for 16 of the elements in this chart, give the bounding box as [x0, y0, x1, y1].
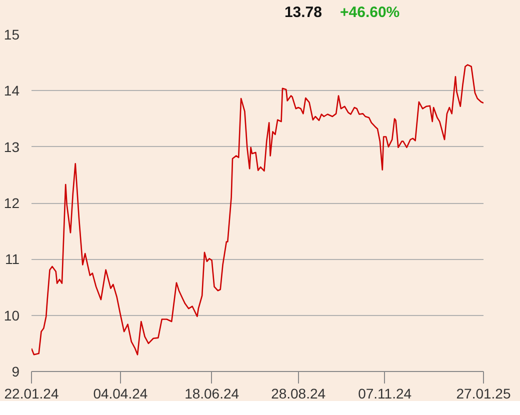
x-tick-label: 28.08.24 [271, 386, 326, 402]
line-series [32, 64, 484, 356]
text: +46.60% [340, 4, 400, 21]
y-tick-label: 12 [4, 195, 20, 211]
y-tick-label: 13 [4, 138, 20, 155]
x-tick-label: 18.06.24 [184, 386, 240, 402]
x-tick-label: 04.04.24 [93, 386, 148, 402]
y-tick-label: 11 [4, 251, 20, 268]
y-tick-label: 9 [12, 364, 20, 380]
x-tick-label: 27.01.25 [456, 386, 511, 402]
x-tick-label: 22.01.24 [4, 386, 59, 402]
text: 13.78 [284, 4, 322, 21]
y-tick-label: 14 [4, 82, 20, 99]
x-tick-label: 07.11.24 [358, 386, 412, 402]
y-tick-label: 10 [4, 307, 20, 324]
y-tick-label: 15 [4, 26, 20, 42]
